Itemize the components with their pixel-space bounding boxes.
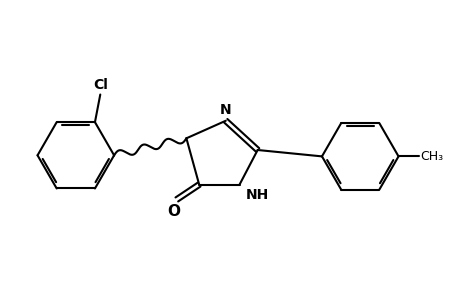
Text: NH: NH [246,188,269,202]
Text: CH₃: CH₃ [420,150,442,163]
Text: N: N [219,103,231,116]
Text: Cl: Cl [93,78,107,92]
Text: O: O [168,204,180,219]
